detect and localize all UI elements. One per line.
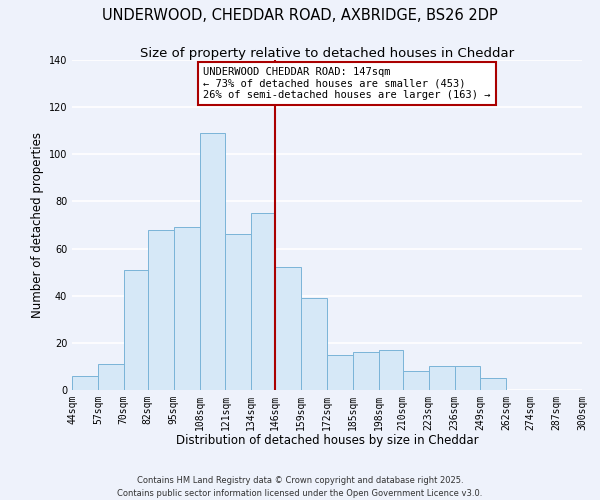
- Bar: [275, 268, 301, 390]
- Bar: [199, 133, 226, 390]
- Bar: [98, 364, 124, 390]
- Bar: [251, 213, 275, 390]
- Bar: [379, 350, 403, 390]
- Bar: [72, 376, 98, 390]
- Bar: [124, 270, 148, 390]
- Bar: [148, 230, 173, 390]
- Bar: [226, 234, 251, 390]
- Bar: [173, 228, 199, 390]
- Bar: [327, 354, 353, 390]
- Bar: [481, 378, 506, 390]
- X-axis label: Distribution of detached houses by size in Cheddar: Distribution of detached houses by size …: [176, 434, 478, 448]
- Text: UNDERWOOD, CHEDDAR ROAD, AXBRIDGE, BS26 2DP: UNDERWOOD, CHEDDAR ROAD, AXBRIDGE, BS26 …: [102, 8, 498, 22]
- Title: Size of property relative to detached houses in Cheddar: Size of property relative to detached ho…: [140, 47, 514, 60]
- Bar: [455, 366, 481, 390]
- Text: UNDERWOOD CHEDDAR ROAD: 147sqm
← 73% of detached houses are smaller (453)
26% of: UNDERWOOD CHEDDAR ROAD: 147sqm ← 73% of …: [203, 67, 491, 100]
- Bar: [353, 352, 379, 390]
- Y-axis label: Number of detached properties: Number of detached properties: [31, 132, 44, 318]
- Bar: [403, 371, 428, 390]
- Text: Contains HM Land Registry data © Crown copyright and database right 2025.
Contai: Contains HM Land Registry data © Crown c…: [118, 476, 482, 498]
- Bar: [428, 366, 455, 390]
- Bar: [301, 298, 327, 390]
